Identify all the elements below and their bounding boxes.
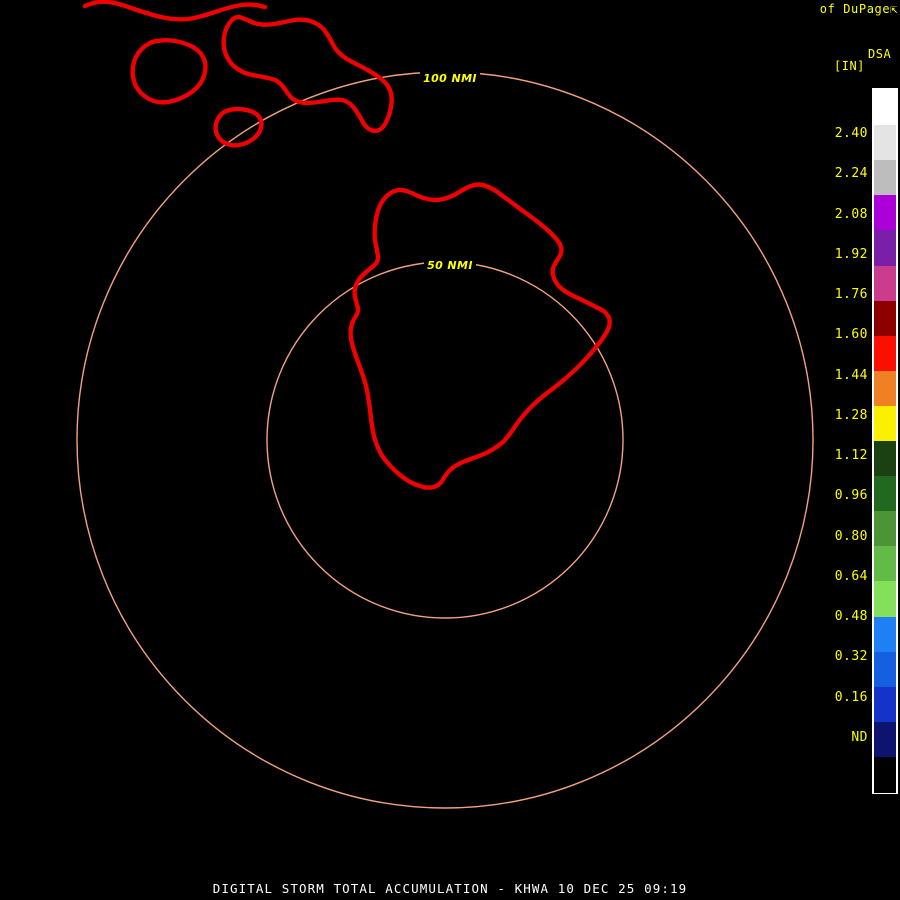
colorbar-tick-128: 1.28 bbox=[834, 407, 868, 423]
colorbar-band-048 bbox=[874, 546, 896, 582]
colorbar-tick-224: 2.24 bbox=[834, 166, 868, 182]
northeast-arrow-icon: ⇱ bbox=[890, 2, 898, 16]
colorbar-band-176 bbox=[874, 265, 896, 302]
island-outline-lanai bbox=[130, 38, 208, 105]
radar-image-svg: 100 NMI 50 NMI bbox=[0, 0, 820, 880]
colorbar-band-032 bbox=[874, 581, 896, 618]
colorbar-tick-ND: ND bbox=[851, 730, 868, 745]
colorbar-band-080 bbox=[874, 476, 896, 512]
colorbar-band-096 bbox=[874, 441, 896, 477]
range-ring-100nmi-label: 100 NMI bbox=[423, 72, 477, 85]
colorbar-band-112 bbox=[874, 405, 896, 442]
colorbar-band-160 bbox=[874, 300, 896, 337]
colorbar-title: DSA bbox=[868, 47, 892, 61]
colorbar-tick-labels: 2.40 2.24 2.08 1.92 1.76 1.60 1.44 1.28 1.12 0.96… bbox=[824, 88, 870, 790]
coastline-outlines bbox=[82, 0, 612, 490]
colorbar-tick-192: 1.92 bbox=[834, 246, 868, 262]
colorbar-units-label: [IN] bbox=[834, 59, 865, 73]
status-bar: DIGITAL STORM TOTAL ACCUMULATION - KHWA … bbox=[212, 881, 688, 896]
colorbar-band-144 bbox=[874, 335, 896, 372]
island-outline-kahoolawe bbox=[213, 106, 264, 148]
colorbar-band-004 bbox=[874, 686, 896, 723]
colorbar-tick-144: 1.44 bbox=[834, 367, 868, 383]
colorbar-tick-048: 0.48 bbox=[834, 609, 868, 625]
radar-background bbox=[0, 0, 820, 880]
colorbar-band-208 bbox=[874, 160, 896, 196]
colorbar-band-240 bbox=[874, 90, 896, 126]
colorbar-tick-240: 2.40 bbox=[834, 126, 868, 141]
colorbar-tick-096: 0.96 bbox=[834, 488, 868, 504]
colorbar-band-224 bbox=[874, 125, 896, 161]
radar-plan-view[interactable]: 100 NMI 50 NMI bbox=[0, 0, 820, 880]
colorbar-band-064 bbox=[874, 511, 896, 547]
colorbar-tick-160: 1.60 bbox=[834, 327, 868, 343]
colorbar-tick-176: 1.76 bbox=[834, 287, 868, 303]
colorbar-band-016 bbox=[874, 616, 896, 653]
range-ring-50nmi bbox=[266, 261, 624, 619]
island-outline-maui bbox=[221, 14, 394, 134]
colorbar-band-192b bbox=[874, 230, 896, 267]
colorbar-band-001 bbox=[874, 721, 896, 758]
colorbar-color-strip bbox=[874, 90, 896, 793]
colorbar-tick-064: 0.64 bbox=[834, 568, 868, 584]
colorbar-tick-016: 0.16 bbox=[834, 689, 868, 705]
colorbar-tick-208: 2.08 bbox=[834, 206, 868, 222]
colorbar-frame bbox=[872, 88, 898, 794]
range-ring-50nmi-label: 50 NMI bbox=[427, 259, 473, 272]
colorbar-tick-112: 1.12 bbox=[834, 448, 868, 464]
colorbar-tick-080: 0.80 bbox=[834, 528, 868, 544]
colorbar-legend: DSA [IN] 2.40 2.24 2.08 1.92 1.76 1.60 1.44 1.2… bbox=[824, 44, 900, 800]
island-outline-hawaii bbox=[348, 182, 612, 490]
range-ring-100nmi bbox=[76, 71, 814, 809]
colorbar-band-ND bbox=[874, 756, 896, 793]
colorbar-band-192 bbox=[874, 195, 896, 231]
island-outline-molokai bbox=[82, 0, 268, 22]
colorbar-tick-032: 0.32 bbox=[834, 649, 868, 665]
colorbar-band-008 bbox=[874, 651, 896, 688]
colorbar-band-128 bbox=[874, 370, 896, 407]
